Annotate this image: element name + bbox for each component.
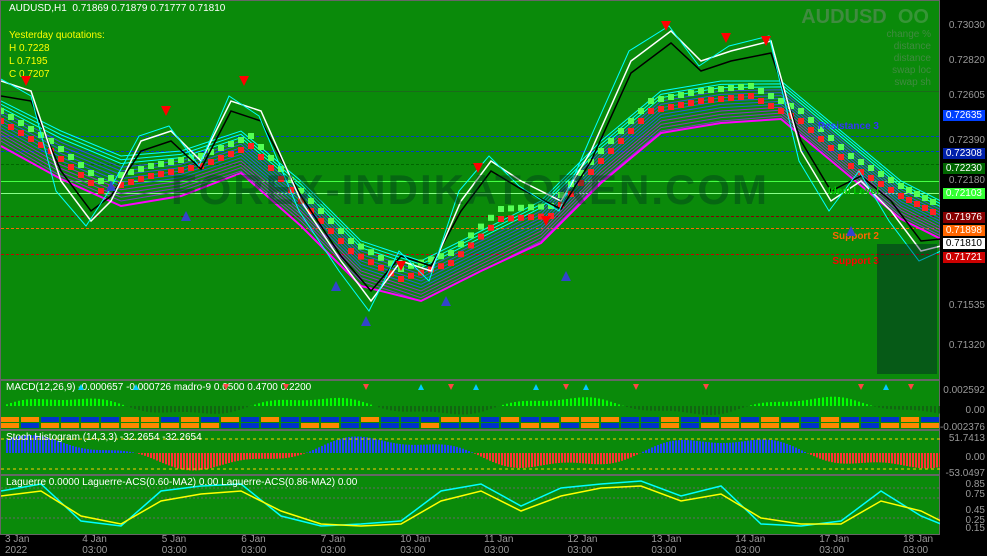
signal-arrow-down bbox=[239, 76, 249, 86]
y-axis: 0.730300.728200.726050.723900.721800.719… bbox=[940, 0, 987, 535]
stoch-label: Stoch Histogram (14,3,3) -32.2654 -32.26… bbox=[6, 432, 202, 443]
support-resistance-box bbox=[877, 244, 937, 374]
signal-arrow-down bbox=[661, 21, 671, 31]
stoch-panel[interactable]: Stoch Histogram (14,3,3) -32.2654 -32.26… bbox=[0, 430, 940, 475]
signal-arrow-up bbox=[361, 316, 371, 326]
level-label: Ideal Level bbox=[828, 186, 879, 197]
signal-arrow-up bbox=[331, 281, 341, 291]
laguerre-panel[interactable]: Laguerre 0.0000 Laguerre-ACS(0.60-MA2) 0… bbox=[0, 475, 940, 535]
laguerre-label: Laguerre 0.0000 Laguerre-ACS(0.60-MA2) 0… bbox=[6, 477, 357, 488]
x-axis: 3 Jan 20224 Jan 03:005 Jan 03:006 Jan 03… bbox=[0, 535, 987, 555]
signal-arrow-down bbox=[396, 261, 406, 271]
main-chart-panel[interactable]: AUDUSD,H1 0.71869 0.71879 0.71777 0.7181… bbox=[0, 0, 940, 380]
signal-arrow-down bbox=[21, 76, 31, 86]
signal-arrow-up bbox=[561, 271, 571, 281]
macd-label: MACD(12,26,9) -0.000657 -0.000726 madro-… bbox=[6, 382, 311, 393]
signal-arrow-down bbox=[761, 36, 771, 46]
signal-arrow-up bbox=[846, 226, 856, 236]
signal-arrow-down bbox=[541, 216, 551, 226]
level-label: Resistance 3 bbox=[818, 121, 879, 132]
signal-arrow-up bbox=[106, 181, 116, 191]
signal-arrow-down bbox=[721, 33, 731, 43]
signal-arrow-up bbox=[441, 296, 451, 306]
site-watermark: FOREX-INDIKATOREN.COM bbox=[171, 166, 769, 214]
signal-arrow-down bbox=[161, 106, 171, 116]
macd-panel[interactable]: MACD(12,26,9) -0.000657 -0.000726 madro-… bbox=[0, 380, 940, 430]
level-label: Support 3 bbox=[832, 256, 879, 267]
